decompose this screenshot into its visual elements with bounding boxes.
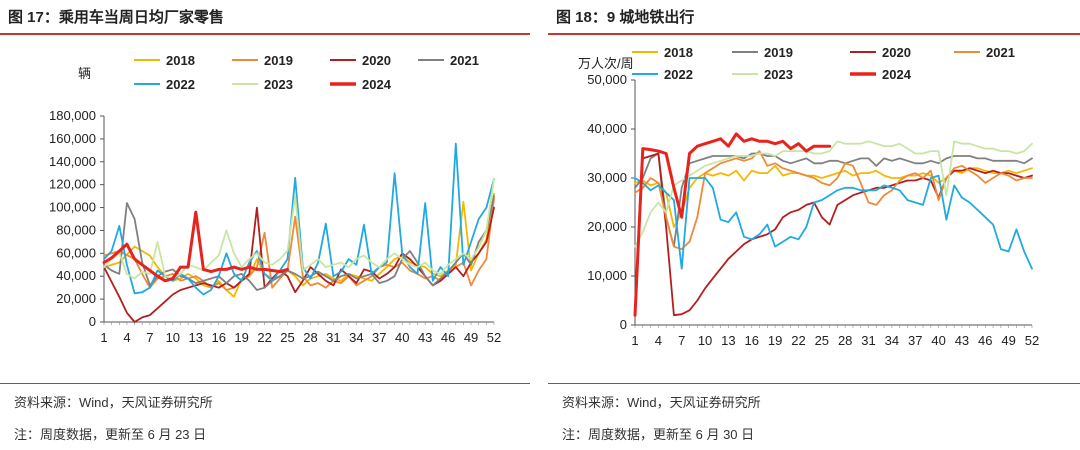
right-x-tick-label: 43 <box>955 333 969 348</box>
right-x-tick-label: 34 <box>885 333 899 348</box>
right-legend-label-2020: 2020 <box>882 45 911 60</box>
left-footer-rule <box>0 383 530 384</box>
right-data-note: 注：周度数据，更新至 6 月 30 日 <box>562 427 755 442</box>
right-series-line-2020 <box>634 152 1033 317</box>
left-source-note: 资料来源：Wind，天风证券研究所 <box>14 395 213 410</box>
right-y-unit-label: 万人次/周 <box>578 56 634 71</box>
left-y-tick-label: 80,000 <box>56 222 96 237</box>
left-y-tick-label: 160,000 <box>49 131 96 146</box>
left-legend-label-2023: 2023 <box>264 77 293 92</box>
right-x-tick-label: 7 <box>678 333 685 348</box>
right-figure-panel: 图 18：9 城地铁出行 0 10,000 20,000 30,000 40,000 50… <box>548 0 1080 450</box>
left-x-tick-label: 22 <box>257 330 271 345</box>
right-x-tick-label: 52 <box>1025 333 1039 348</box>
right-legend-label-2019: 2019 <box>764 45 793 60</box>
left-legend-label-2022: 2022 <box>166 77 195 92</box>
right-legend-label-2022: 2022 <box>664 67 693 82</box>
right-x-tick-label: 37 <box>908 333 922 348</box>
left-x-tick-label: 49 <box>464 330 478 345</box>
right-x-tick-label: 22 <box>791 333 805 348</box>
right-legend-label-2018: 2018 <box>664 45 693 60</box>
right-x-tick-label: 19 <box>768 333 782 348</box>
left-y-tick-label: 120,000 <box>49 177 96 192</box>
left-legend-label-2024: 2024 <box>362 77 392 92</box>
right-y-tick-label: 20,000 <box>587 219 627 234</box>
left-series-line-2024 <box>102 210 289 283</box>
right-legend-label-2024: 2024 <box>882 67 912 82</box>
left-x-tick-label: 40 <box>395 330 409 345</box>
left-legend-label-2018: 2018 <box>166 53 195 68</box>
right-title-rule <box>548 33 1080 35</box>
right-footer-rule <box>548 383 1080 384</box>
right-y-tick-label: 50,000 <box>587 72 627 87</box>
left-x-tick-label: 52 <box>487 330 501 345</box>
left-y-tick-label: 100,000 <box>49 200 96 215</box>
right-source-note: 资料来源：Wind，天风证券研究所 <box>562 395 761 410</box>
left-x-tick-label: 16 <box>211 330 225 345</box>
right-x-tick-label: 16 <box>745 333 759 348</box>
left-legend-label-2021: 2021 <box>450 53 479 68</box>
left-x-tick-label: 46 <box>441 330 455 345</box>
left-x-tick-label: 25 <box>280 330 294 345</box>
left-y-tick-label: 40,000 <box>56 268 96 283</box>
right-series-line-2021 <box>634 150 1033 251</box>
left-x-tick-label: 31 <box>326 330 340 345</box>
right-legend-label-2021: 2021 <box>986 45 1015 60</box>
left-title-rule <box>0 33 530 35</box>
right-x-tick-label: 46 <box>978 333 992 348</box>
right-x-tick-label: 25 <box>815 333 829 348</box>
right-x-tick-label: 4 <box>655 333 662 348</box>
left-legend-label-2019: 2019 <box>264 53 293 68</box>
left-x-tick-label: 28 <box>303 330 317 345</box>
right-series-line-2024 <box>633 132 832 317</box>
left-y-tick-label: 180,000 <box>49 108 96 123</box>
left-x-tick-label: 4 <box>123 330 130 345</box>
left-legend-label-2020: 2020 <box>362 53 391 68</box>
right-y-tick-label: 30,000 <box>587 170 627 185</box>
left-x-tick-label: 34 <box>349 330 363 345</box>
right-x-tick-label: 49 <box>1001 333 1015 348</box>
right-x-tick-label: 13 <box>721 333 735 348</box>
right-legend-label-2023: 2023 <box>764 67 793 82</box>
right-y-tick-label: 10,000 <box>587 268 627 283</box>
left-x-tick-label: 10 <box>166 330 180 345</box>
left-x-tick-label: 13 <box>189 330 203 345</box>
right-chart: 0 10,000 20,000 30,000 40,000 50,000 1 4 7 10 13 16… <box>578 45 1039 348</box>
left-figure-title: 图 17：乘用车当周日均厂家零售 <box>8 9 224 26</box>
left-y-tick-label: 0 <box>89 314 96 329</box>
right-series-line-2019 <box>634 152 1033 248</box>
left-x-tick-label: 19 <box>234 330 248 345</box>
right-series-line-2023 <box>634 140 1033 248</box>
left-x-tick-label: 7 <box>146 330 153 345</box>
left-figure-panel: 图 17：乘用车当周日均厂家零售 0 20,000 40,000 60,000 80,0… <box>0 0 530 450</box>
right-x-tick-label: 28 <box>838 333 852 348</box>
left-data-note: 注：周度数据，更新至 6 月 23 日 <box>14 427 207 442</box>
right-figure-title: 图 18：9 城地铁出行 <box>556 9 695 26</box>
left-y-tick-label: 20,000 <box>56 291 96 306</box>
left-y-unit-label: 辆 <box>78 66 91 81</box>
left-y-tick-label: 140,000 <box>49 154 96 169</box>
right-y-tick-label: 40,000 <box>587 121 627 136</box>
left-series-line-2023 <box>103 177 495 280</box>
left-y-tick-label: 60,000 <box>56 245 96 260</box>
left-x-tick-label: 37 <box>372 330 386 345</box>
left-x-tick-label: 43 <box>418 330 432 345</box>
right-x-tick-label: 1 <box>631 333 638 348</box>
right-x-tick-label: 10 <box>698 333 712 348</box>
right-series-line-2022 <box>634 174 1033 270</box>
right-y-tick-label: 0 <box>620 317 627 332</box>
left-series-line-2021 <box>103 195 495 291</box>
right-series-line-2018 <box>634 164 1033 228</box>
right-x-tick-label: 31 <box>861 333 875 348</box>
left-x-tick-label: 1 <box>100 330 107 345</box>
left-chart: 0 20,000 40,000 60,000 80,000 100,000 120,000 1… <box>49 53 501 345</box>
right-x-tick-label: 40 <box>931 333 945 348</box>
